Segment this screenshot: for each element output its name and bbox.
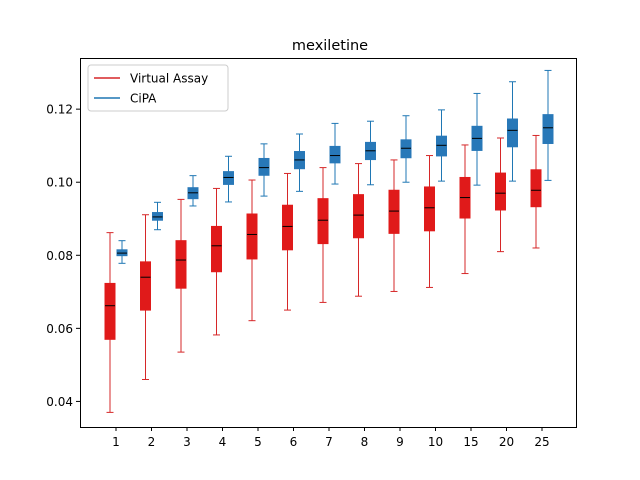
iqr-box [152,212,163,221]
legend-item-cipa: CiPA [94,92,157,106]
iqr-box [542,114,554,144]
box-virtual-assay [211,187,222,336]
iqr-box [317,198,329,245]
box-virtual-assay [459,144,471,275]
legend-box [87,64,229,112]
y-tick-label: 0.10 [46,176,73,190]
x-tick-label: 8 [361,435,369,449]
iqr-box [495,172,506,211]
box-virtual-assay [353,163,364,297]
x-tick-label: 20 [499,435,514,449]
box-virtual-assay [424,155,435,288]
iqr-box [104,282,116,340]
box-cipa [542,69,554,181]
box-cipa [471,92,483,186]
iqr-box [436,135,447,157]
axis-ticks: 1 2 3 4 5 6 7 8 9 10 15 20 25 0.04 0.06 0.08 0.10 0.12 [46,103,549,449]
x-tick-label: 25 [534,435,549,449]
x-tick-label: 9 [396,435,404,449]
box-virtual-assay [495,137,506,253]
box-cipa [223,155,234,203]
iqr-box [353,194,364,239]
box-virtual-assay [140,214,151,381]
y-tick-label: 0.04 [46,395,73,409]
legend-item-virtual-assay: Virtual Assay [94,72,208,86]
chart-title: mexiletine [292,38,368,54]
legend: Virtual Assay CiPA [87,64,229,112]
box-virtual-assay [530,134,542,249]
y-tick-label: 0.12 [46,103,73,117]
iqr-box [329,145,341,164]
series-virtual-assay [104,134,542,413]
box-virtual-assay [388,159,400,292]
box-virtual-assay [175,198,187,353]
box-cipa [507,81,518,182]
box-virtual-assay [282,172,293,311]
iqr-box [223,171,234,185]
iqr-box [140,261,151,311]
iqr-box [282,204,293,251]
box-virtual-assay [104,232,116,413]
y-tick-label: 0.08 [46,249,73,263]
box-cipa [258,143,270,197]
x-tick-label: 3 [183,435,191,449]
x-tick-label: 5 [254,435,262,449]
box-cipa [329,122,341,185]
x-tick-label: 7 [325,435,333,449]
iqr-box [246,213,258,260]
box-cipa [116,240,128,264]
box-cipa [152,201,163,231]
iqr-box [258,157,270,176]
series-cipa [116,69,554,264]
box-virtual-assay [246,179,258,322]
x-tick-label: 15 [463,435,478,449]
box-virtual-assay [317,167,329,303]
iqr-box [400,139,412,159]
box-cipa [187,175,199,207]
iqr-box [175,240,187,289]
iqr-box [530,169,542,208]
iqr-box [507,118,518,148]
iqr-box [211,225,222,273]
iqr-box [424,186,435,232]
x-tick-label: 4 [219,435,227,449]
legend-label: CiPA [130,92,157,106]
box-cipa [436,109,447,182]
box-cipa [400,115,412,183]
x-tick-label: 2 [148,435,156,449]
plot-area [104,69,554,413]
y-tick-label: 0.06 [46,322,73,336]
legend-label: Virtual Assay [130,72,208,86]
box-cipa [365,120,376,186]
iqr-box [388,189,400,234]
x-tick-label: 1 [112,435,120,449]
x-tick-label: 6 [290,435,298,449]
box-cipa [294,133,305,192]
x-tick-label: 10 [428,435,443,449]
